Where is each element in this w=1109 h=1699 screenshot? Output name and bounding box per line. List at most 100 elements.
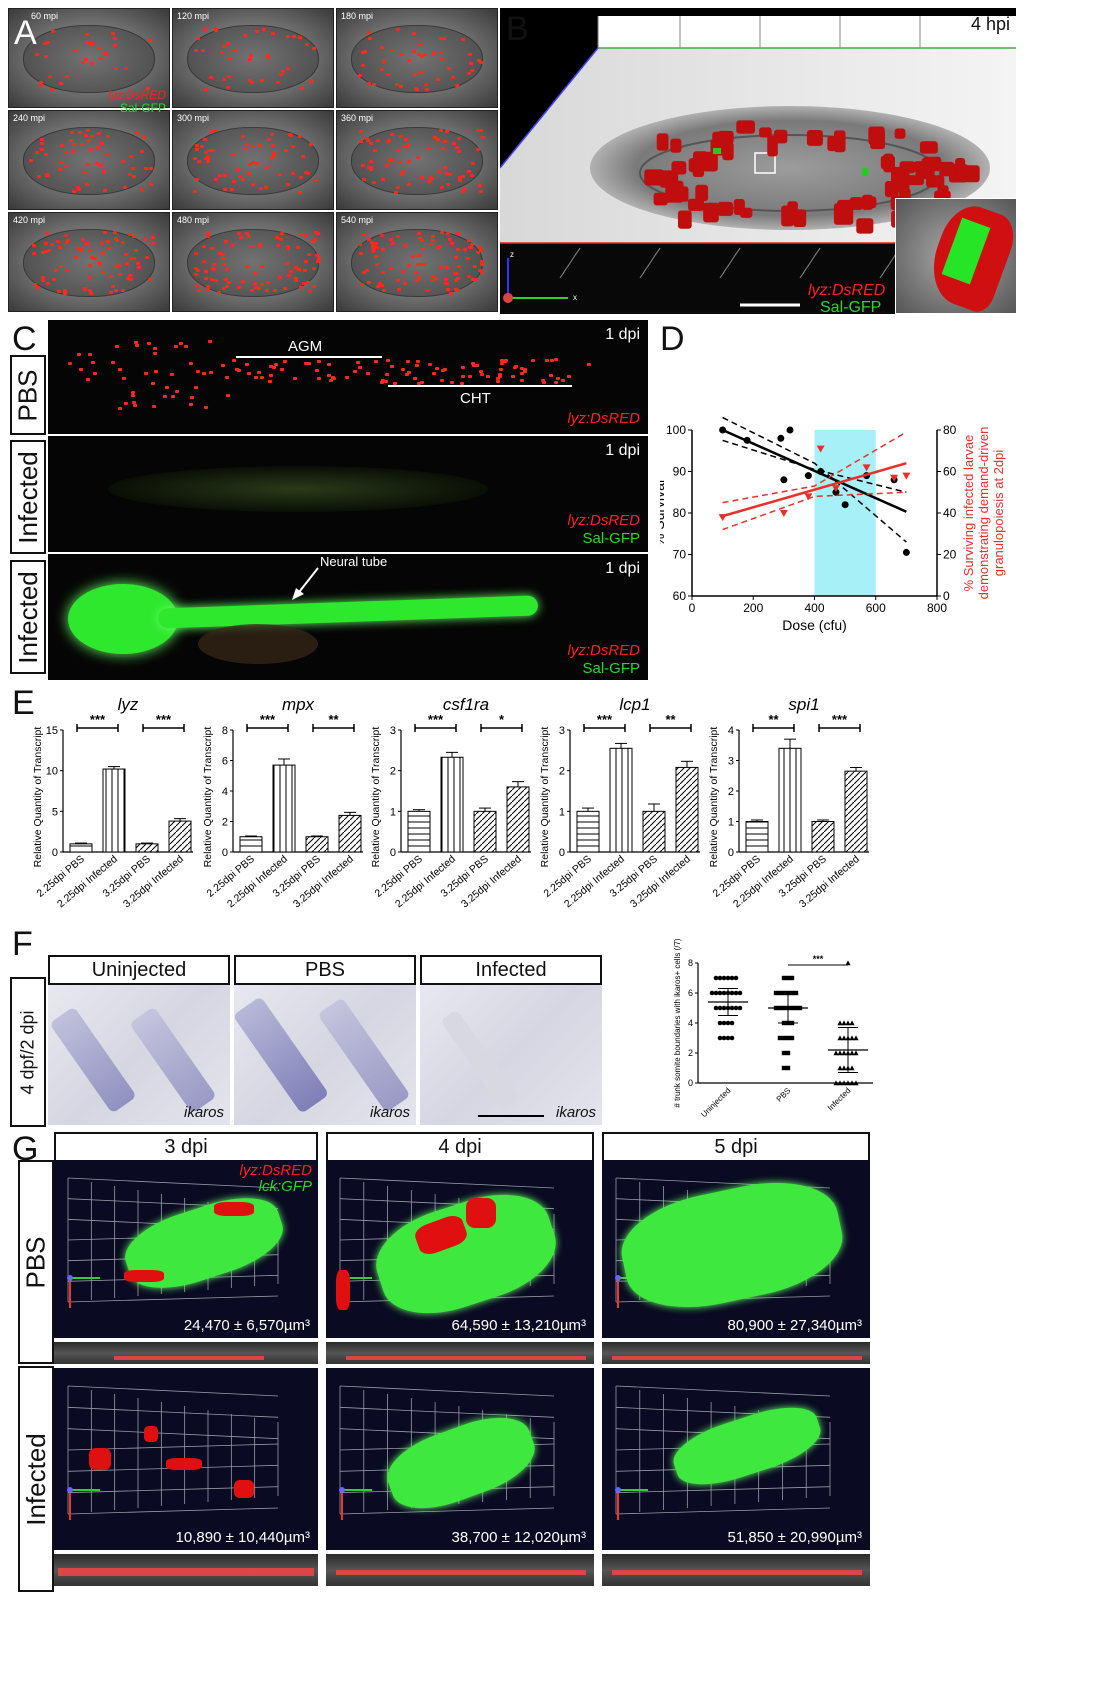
y-tick-label: 4	[222, 786, 228, 798]
y-tick-label: 5	[52, 806, 58, 818]
neutrophil-dot	[293, 278, 298, 282]
data-point	[786, 426, 794, 434]
neutrophil-dot	[230, 187, 235, 191]
neutrophil-dot	[35, 150, 40, 154]
neutrophil-dot	[204, 150, 209, 154]
neutrophil-dot	[368, 168, 373, 172]
neutrophil-dot	[368, 159, 373, 163]
neutrophil-dot	[375, 139, 380, 143]
data-point	[717, 1020, 723, 1026]
neutrophil-3d	[653, 192, 668, 206]
data-point	[781, 975, 787, 981]
time-label: 1 dpi	[605, 326, 640, 343]
data-point	[717, 1035, 723, 1041]
data-point	[729, 1020, 735, 1026]
neutrophil-dot	[566, 374, 571, 378]
neutrophil-dot	[240, 279, 245, 283]
neutrophil-dot	[39, 137, 44, 141]
neutrophil-dot	[196, 159, 201, 163]
neutrophil-dot	[310, 240, 315, 244]
neutrophil-dot	[257, 242, 262, 246]
neutrophil-dot	[87, 249, 92, 253]
neutrophil-dot	[480, 373, 485, 377]
neutrophil-dot	[193, 266, 198, 270]
neutrophil-dot	[478, 61, 483, 65]
data-point	[717, 1005, 723, 1011]
neutrophil-dot	[59, 264, 64, 268]
neutrophil-dot	[132, 400, 137, 404]
data-point	[713, 975, 719, 981]
neutrophil-dot	[209, 371, 214, 375]
neutrophil-dot	[152, 352, 157, 356]
neutrophil-dot	[106, 135, 111, 139]
neutrophil-dot	[275, 235, 280, 239]
y-tick-label: 0	[559, 847, 565, 859]
neutrophil-dot	[395, 83, 400, 87]
neutrophil-3d	[891, 166, 910, 184]
neutrophil-dot	[227, 57, 232, 61]
neutrophil-dot	[63, 150, 68, 154]
neutrophil-dot	[366, 81, 371, 85]
neutrophil-dot	[503, 359, 508, 363]
legend-red: lyz:DsRED	[567, 410, 640, 427]
neutrophil-dot	[400, 172, 405, 176]
neutrophil-3d	[695, 184, 709, 202]
neutrophil-dot	[460, 190, 465, 194]
neutrophil-dot	[127, 172, 132, 176]
legend-green: Sal-GFP	[120, 101, 167, 115]
neutrophil-dot	[427, 147, 432, 151]
neutrophil-dot	[467, 275, 471, 279]
data-point	[733, 990, 739, 996]
x-tick-label: 3.25dpi Infected	[797, 853, 862, 910]
neutrophil-dot	[72, 48, 77, 52]
y-tick-label: 4	[688, 1018, 693, 1028]
neutrophil-dot	[92, 256, 97, 260]
axis-origin	[339, 1487, 345, 1493]
neutrophil-dot	[420, 176, 425, 180]
y-tick-label: 90	[673, 465, 687, 479]
neutrophil-dot	[136, 262, 141, 266]
neutrophil-dot	[214, 29, 219, 33]
neutrophil-dot	[242, 146, 247, 150]
neutrophil-dot	[101, 270, 106, 274]
neutrophil-dot	[195, 177, 200, 181]
row-label-infected: Infected	[18, 1366, 54, 1592]
legend-green: Sal-GFP	[582, 530, 640, 547]
neutrophil-dot	[467, 52, 472, 56]
neutrophil-dot	[224, 376, 229, 380]
bar	[272, 764, 296, 853]
neutrophil-dot	[433, 136, 438, 140]
neutrophil-dot	[32, 252, 37, 256]
neutrophil-dot	[58, 81, 63, 85]
neutrophil-dot	[247, 57, 252, 61]
axis-origin	[67, 1275, 73, 1281]
g-pbs-strip	[602, 1342, 870, 1364]
neutrophil-dot	[366, 166, 371, 170]
neutrophil-dot	[328, 378, 333, 382]
neutrophil-dot	[303, 233, 308, 237]
timelapse-tile: 360 mpi	[336, 110, 498, 210]
neutrophil-dot	[195, 148, 200, 152]
neutrophil-dot	[357, 243, 362, 247]
bar	[102, 768, 126, 853]
neutrophil-dot	[373, 242, 378, 246]
bar	[576, 810, 600, 853]
bar	[811, 821, 835, 853]
neutrophil-dot	[386, 359, 391, 363]
neutrophil-dot	[416, 262, 421, 266]
neutrophil-dot	[361, 51, 366, 55]
panel-letter: D	[660, 320, 685, 358]
y-axis-label: # trunk somite boundaries with ikaros+ c…	[673, 938, 682, 1108]
neutrophil-dot	[306, 280, 311, 284]
ish-image-uninjected: ikaros	[48, 985, 230, 1125]
data-point	[733, 1005, 739, 1011]
neutrophil-dot	[286, 247, 291, 251]
bar	[609, 747, 633, 853]
y-tick-label: 0	[688, 1078, 693, 1088]
neutrophil-dot	[221, 78, 226, 82]
neutrophil-dot	[478, 184, 483, 188]
neutrophil-dot	[51, 30, 56, 34]
neutrophil-dot	[361, 270, 366, 274]
neutrophil-dot	[213, 129, 218, 133]
data-point	[725, 1020, 731, 1026]
